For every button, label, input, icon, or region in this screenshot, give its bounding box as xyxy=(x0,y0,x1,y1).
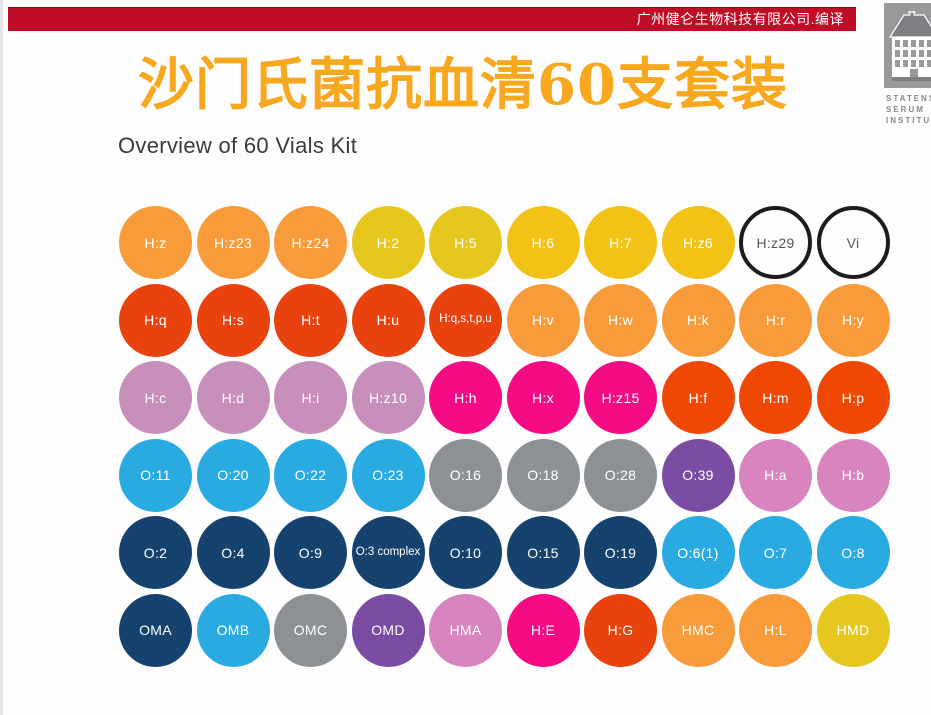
vial-O-19: O:19 xyxy=(584,516,657,589)
vial-H-s: H:s xyxy=(196,283,270,357)
page-subtitle-english: Overview of 60 Vials Kit xyxy=(118,133,358,158)
vial-H-c: H:c xyxy=(119,361,192,434)
page-left-edge-line xyxy=(0,0,3,715)
vial-OMA: OMA xyxy=(119,593,192,667)
vial-grid: H:z H:z23 H:z24 H:2 H:5 H:6 H:7 H:z6 H:z29 Vi H:q H… xyxy=(119,206,890,667)
vial-OMD: OMD xyxy=(351,593,425,667)
vial-H-6: H:6 xyxy=(506,206,580,279)
vial-O-4: O:4 xyxy=(196,516,270,589)
vial-H-b: H:b xyxy=(816,438,890,512)
vial-O-28: O:28 xyxy=(584,438,657,512)
vial-O-7: O:7 xyxy=(739,516,812,589)
vial-H-m: H:m xyxy=(739,361,812,434)
vial-H-p: H:p xyxy=(816,361,890,434)
vial-H-q: H:q xyxy=(119,283,192,357)
vial-H-5: H:5 xyxy=(429,206,502,279)
vial-O-11: O:11 xyxy=(119,438,192,512)
ssi-org-line3: INSTITUT xyxy=(886,116,931,125)
vial-HMC: HMC xyxy=(661,593,735,667)
vial-H-z24: H:z24 xyxy=(274,206,347,279)
vial-HMD: HMD xyxy=(816,593,890,667)
vial-H-u: H:u xyxy=(351,283,425,357)
vial-O-2: O:2 xyxy=(119,516,192,589)
building-icon xyxy=(888,11,931,81)
vial-H-z23: H:z23 xyxy=(196,206,270,279)
vial-H-y: H:y xyxy=(816,283,890,357)
header-red-bar: 广州健仑生物科技有限公司.编译 xyxy=(8,7,856,31)
vial-H-z10: H:z10 xyxy=(351,361,425,434)
vial-H-x: H:x xyxy=(506,361,580,434)
vial-O-22: O:22 xyxy=(274,438,347,512)
vial-H-d: H:d xyxy=(196,361,270,434)
vial-HMA: HMA xyxy=(429,593,502,667)
vial-O-6-1-: O:6(1) xyxy=(661,516,735,589)
vial-O-23: O:23 xyxy=(351,438,425,512)
vial-H-w: H:w xyxy=(584,283,657,357)
vial-O-39: O:39 xyxy=(661,438,735,512)
vial-H-t: H:t xyxy=(274,283,347,357)
vial-H-f: H:f xyxy=(661,361,735,434)
vial-H-z29: H:z29 xyxy=(739,206,812,279)
vial-OMC: OMC xyxy=(274,593,347,667)
vial-OMB: OMB xyxy=(196,593,270,667)
vial-H-z: H:z xyxy=(119,206,192,279)
ssi-logo xyxy=(884,3,931,88)
vial-O-8: O:8 xyxy=(816,516,890,589)
vial-H-a: H:a xyxy=(739,438,812,512)
vial-H-r: H:r xyxy=(739,283,812,357)
vial-H-i: H:i xyxy=(274,361,347,434)
company-credit-text: 广州健仑生物科技有限公司.编译 xyxy=(636,11,844,27)
vial-O-9: O:9 xyxy=(274,516,347,589)
page-title-chinese: 沙门氏菌抗血清60支套装 xyxy=(138,52,788,118)
vial-O-18: O:18 xyxy=(506,438,580,512)
vial-H-z6: H:z6 xyxy=(661,206,735,279)
vial-O-3-complex: O:3 complex xyxy=(351,516,425,589)
vial-H-v: H:v xyxy=(506,283,580,357)
ssi-org-line2: SERUM xyxy=(886,105,925,114)
vial-O-15: O:15 xyxy=(506,516,580,589)
vial-H-7: H:7 xyxy=(584,206,657,279)
vial-H-G: H:G xyxy=(584,593,657,667)
vial-H-2: H:2 xyxy=(351,206,425,279)
vial-H-h: H:h xyxy=(429,361,502,434)
vial-O-20: O:20 xyxy=(196,438,270,512)
vial-O-16: O:16 xyxy=(429,438,502,512)
vial-Vi: Vi xyxy=(816,206,890,279)
vial-H-q-s-t-p-u: H:q,s,t,p,u xyxy=(429,283,502,357)
vial-H-E: H:E xyxy=(506,593,580,667)
vial-H-z15: H:z15 xyxy=(584,361,657,434)
vial-H-k: H:k xyxy=(661,283,735,357)
vial-H-L: H:L xyxy=(739,593,812,667)
vial-O-10: O:10 xyxy=(429,516,502,589)
